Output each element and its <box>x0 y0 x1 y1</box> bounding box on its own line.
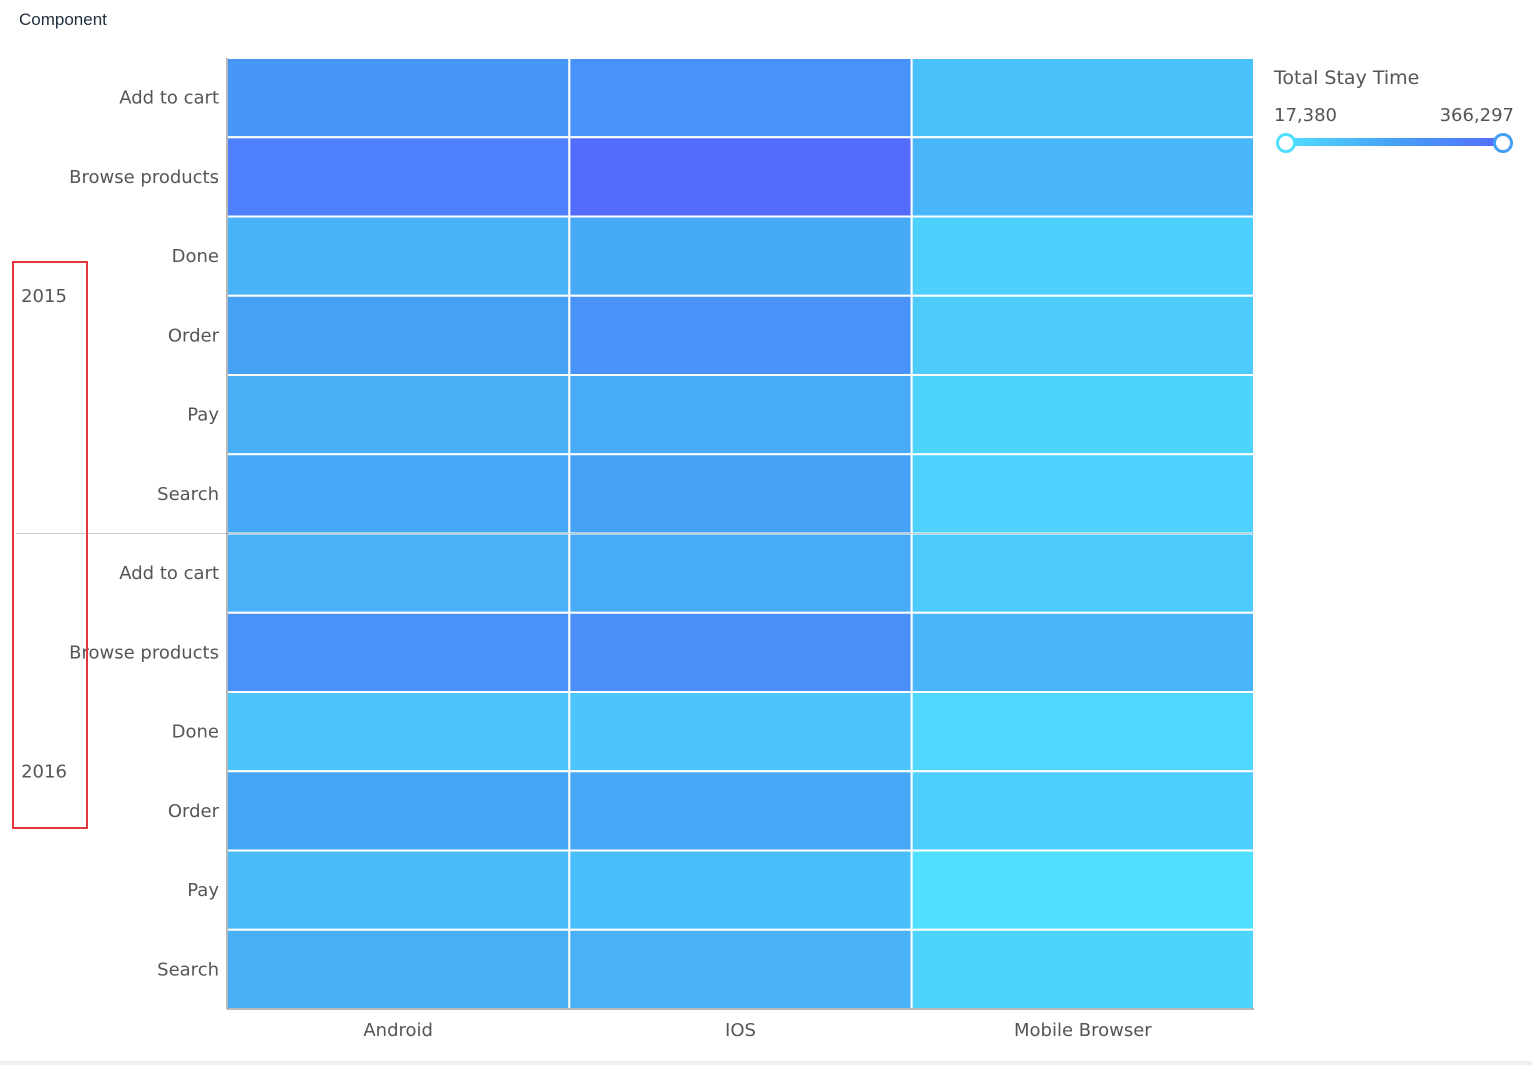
heatmap-cell[interactable] <box>226 611 571 693</box>
heatmap-cell[interactable] <box>568 691 913 773</box>
heatmap-cell[interactable] <box>568 532 913 614</box>
heatmap-cell[interactable] <box>910 374 1256 456</box>
heatmap-cell[interactable] <box>910 928 1256 1010</box>
heatmap-cell[interactable] <box>568 611 913 693</box>
heatmap-cells <box>226 57 1256 1010</box>
heatmap-cell[interactable] <box>226 57 571 139</box>
heatmap-axes <box>16 58 1254 1010</box>
heatmap-cell[interactable] <box>910 532 1256 614</box>
x-tick-label: Mobile Browser <box>1014 1020 1152 1041</box>
heatmap-cell[interactable] <box>568 453 913 535</box>
heatmap-cell[interactable] <box>910 770 1256 852</box>
heatmap-cell[interactable] <box>226 849 571 931</box>
heatmap-cell[interactable] <box>910 849 1256 931</box>
heatmap-cell[interactable] <box>568 928 913 1010</box>
heatmap-cell[interactable] <box>226 136 571 218</box>
heatmap-cell[interactable] <box>910 453 1256 535</box>
heatmap-cell[interactable] <box>910 136 1256 218</box>
x-tick-label: Android <box>363 1020 433 1041</box>
heatmap-cell[interactable] <box>226 928 571 1010</box>
heatmap-cell[interactable] <box>910 691 1256 773</box>
legend-min-label: 17,380 <box>1274 105 1337 126</box>
row-label: Search <box>157 959 219 980</box>
heatmap-cell[interactable] <box>910 294 1256 376</box>
row-label: Browse products <box>69 167 219 188</box>
heatmap-cell[interactable] <box>568 215 913 297</box>
row-label: Order <box>168 801 220 822</box>
year-label: 2016 <box>21 761 67 782</box>
heatmap-cell[interactable] <box>568 849 913 931</box>
heatmap-cell[interactable] <box>910 215 1256 297</box>
heatmap-cell[interactable] <box>226 294 571 376</box>
row-label: Add to cart <box>119 563 219 584</box>
row-label: Pay <box>187 405 219 426</box>
component-label: Component <box>19 10 107 29</box>
heatmap-cell[interactable] <box>910 57 1256 139</box>
heatmap-cell[interactable] <box>568 294 913 376</box>
heatmap-cell[interactable] <box>910 611 1256 693</box>
row-label: Done <box>172 246 219 267</box>
heatmap-cell[interactable] <box>568 57 913 139</box>
legend-max-label: 366,297 <box>1439 105 1514 126</box>
row-label: Browse products <box>69 642 219 663</box>
row-label: Done <box>172 722 219 743</box>
heatmap-cell[interactable] <box>568 374 913 456</box>
bottom-divider <box>0 1061 1532 1065</box>
heatmap-cell[interactable] <box>226 532 571 614</box>
heatmap-cell[interactable] <box>568 770 913 852</box>
legend-max-handle[interactable] <box>1493 133 1513 153</box>
x-tick-label: IOS <box>725 1020 756 1041</box>
heatmap-cell[interactable] <box>226 215 571 297</box>
legend-gradient-track[interactable] <box>1284 138 1503 146</box>
heatmap-labels: Add to cart Browse products Done Order Pay Se… <box>21 88 1152 1041</box>
heatmap-cell[interactable] <box>226 374 571 456</box>
heatmap-cell[interactable] <box>226 691 571 773</box>
heatmap-cell[interactable] <box>226 453 571 535</box>
heatmap-cell[interactable] <box>226 770 571 852</box>
row-label: Search <box>157 484 219 505</box>
heatmap-cell[interactable] <box>568 136 913 218</box>
row-label: Add to cart <box>119 88 219 109</box>
row-label: Pay <box>187 880 219 901</box>
legend-min-handle[interactable] <box>1276 133 1296 153</box>
row-label: Order <box>168 325 220 346</box>
legend-title: Total Stay Time <box>1274 67 1420 89</box>
year-label: 2015 <box>21 286 67 307</box>
